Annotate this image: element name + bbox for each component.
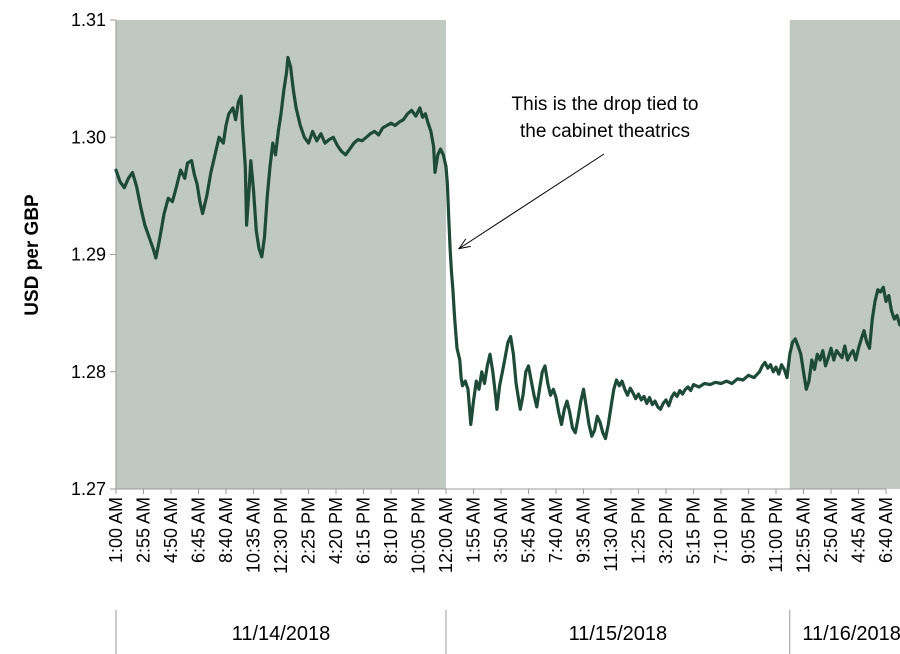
x-tick-label: 11:00 PM — [766, 497, 786, 573]
annotation-line-2: the cabinet theatrics — [520, 121, 690, 142]
date-label-0: 11/14/2018 — [232, 623, 331, 645]
x-tick-label: 2:55 AM — [134, 497, 154, 563]
x-tick-label: 4:45 AM — [849, 497, 869, 563]
x-tick-label: 8:10 PM — [381, 497, 401, 564]
x-tick-label: 5:15 PM — [684, 497, 704, 564]
y-tick-label: 1.27 — [71, 479, 106, 499]
x-tick-label: 7:40 AM — [546, 497, 566, 563]
x-tick-label: 12:55 AM — [794, 497, 814, 573]
date-groups: 11/14/2018 11/15/2018 11/16/2018 — [115, 610, 900, 654]
x-tick-label: 10:35 AM — [244, 497, 264, 573]
x-tick-label: 3:20 PM — [656, 497, 676, 564]
x-tick-label: 1:25 PM — [629, 497, 649, 564]
x-tick-label: 8:40 AM — [216, 497, 236, 563]
x-tick-label: 4:20 PM — [326, 497, 346, 564]
y-tick-label: 1.30 — [71, 127, 106, 147]
annotation-arrow-head — [457, 238, 471, 250]
shaded-region-2 — [789, 20, 900, 489]
series-line-0 — [114, 55, 900, 441]
date-label-1: 11/15/2018 — [569, 623, 668, 645]
x-tick-label: 6:45 AM — [189, 497, 209, 563]
x-tick-label: 3:50 AM — [491, 497, 511, 563]
y-ticks: 1.27 1.28 1.29 1.30 1.31 — [71, 10, 116, 499]
x-tick-label: 2:25 PM — [299, 497, 319, 564]
x-tick-label: 7:10 PM — [711, 497, 731, 564]
annotation-arrow-line — [458, 153, 605, 250]
y-axis-title: USD per GBP — [22, 194, 43, 316]
x-tick-label: 1:55 AM — [464, 497, 484, 563]
y-tick-label: 1.31 — [71, 10, 106, 30]
x-tick-label: 2:50 AM — [821, 497, 841, 563]
shaded-regions — [116, 20, 900, 489]
x-tick-label: 1:00 AM — [106, 497, 126, 563]
date-label-2: 11/16/2018 — [802, 623, 900, 645]
x-tick-label: 6:15 PM — [354, 497, 374, 564]
x-tick-label: 12:30 PM — [271, 497, 291, 574]
y-tick-label: 1.29 — [71, 245, 106, 265]
x-tick-label: 6:40 AM — [876, 497, 896, 563]
x-tick-label: 9:05 PM — [739, 497, 759, 564]
y-tick-label: 1.28 — [71, 362, 106, 382]
x-tick-label: 11:30 AM — [601, 497, 621, 572]
x-tick-label: 12:00 AM — [436, 497, 456, 573]
annotation: This is the drop tied to the cabinet the… — [457, 94, 699, 250]
x-tick-label: 9:35 AM — [574, 497, 594, 563]
series — [114, 55, 900, 441]
annotation-line-1: This is the drop tied to — [512, 94, 699, 115]
x-tick-label: 5:45 AM — [519, 497, 539, 563]
shaded-region-0 — [116, 20, 446, 489]
x-tick-label: 4:50 AM — [161, 497, 181, 563]
x-tick-label: 10:05 PM — [409, 497, 429, 574]
x-ticks: 1:00 AM 2:55 AM 4:50 AM 6:45 AM 8:40 AM 10:35… — [106, 489, 896, 574]
